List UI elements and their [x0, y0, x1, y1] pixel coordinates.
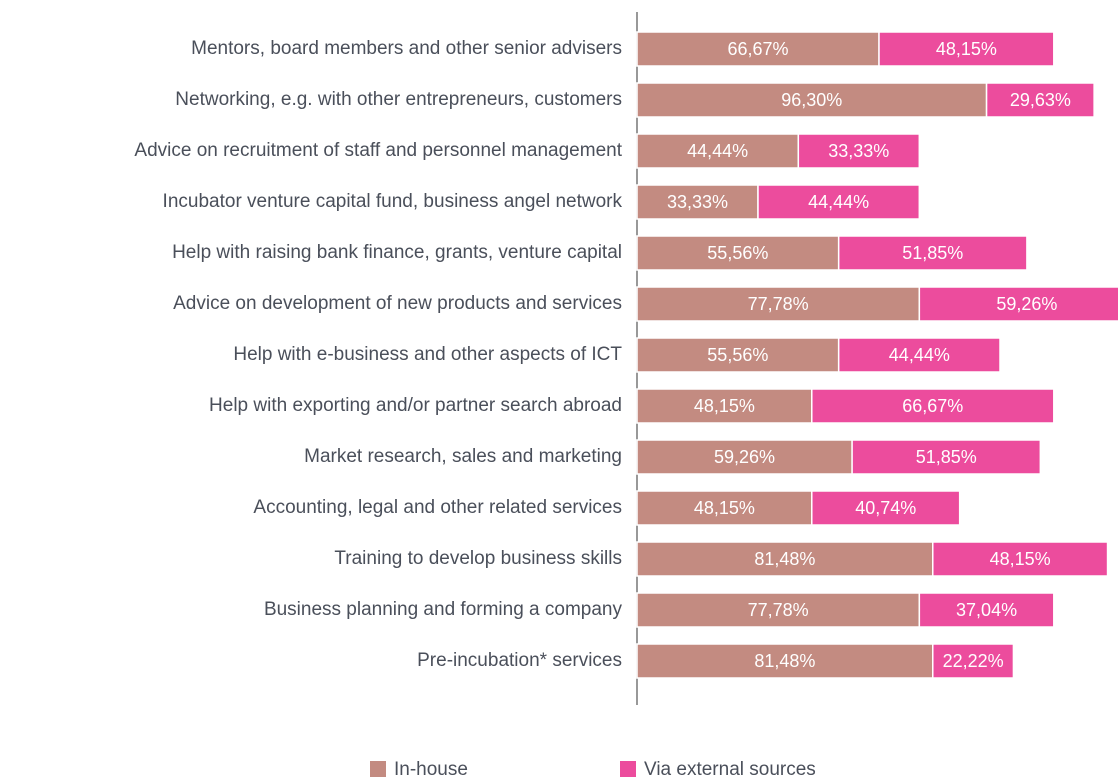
- category-label: Market research, sales and marketing: [304, 446, 622, 467]
- bar-segment: [932, 541, 1109, 577]
- value-label: 40,74%: [855, 498, 916, 518]
- value-label: 48,15%: [694, 498, 755, 518]
- value-label: 59,26%: [714, 447, 775, 467]
- bar-segment: [757, 184, 921, 220]
- value-label: 48,15%: [936, 39, 997, 59]
- legend-label: Via external sources: [644, 759, 816, 779]
- value-label: 44,44%: [687, 141, 748, 161]
- category-label: Mentors, board members and other senior …: [191, 38, 622, 59]
- value-label: 77,78%: [748, 600, 809, 620]
- bar-segment: [918, 592, 1055, 628]
- value-label: 51,85%: [902, 243, 963, 263]
- value-label: 66,67%: [902, 396, 963, 416]
- bar-segment: [837, 337, 1001, 373]
- bar-segment: [636, 235, 840, 271]
- category-label: Advice on recruitment of staff and perso…: [134, 140, 622, 161]
- value-label: 51,85%: [916, 447, 977, 467]
- bar-segment: [985, 82, 1095, 118]
- bar-segment: [837, 235, 1028, 271]
- value-label: 48,15%: [694, 396, 755, 416]
- value-label: 33,33%: [828, 141, 889, 161]
- value-label: 44,44%: [889, 345, 950, 365]
- bar-segment: [811, 490, 961, 526]
- category-label: Networking, e.g. with other entrepreneur…: [175, 89, 622, 110]
- category-label: Incubator venture capital fund, business…: [163, 191, 623, 212]
- bar-segment: [932, 643, 1015, 679]
- bar-segment: [636, 541, 934, 577]
- bar-segment: [918, 286, 1118, 322]
- value-label: 29,63%: [1010, 90, 1071, 110]
- bar-segment: [878, 31, 1055, 67]
- bar-segment: [851, 439, 1042, 475]
- category-label: Help with e-business and other aspects o…: [233, 344, 622, 365]
- bar-segment: [811, 388, 1055, 424]
- value-label: 96,30%: [781, 90, 842, 110]
- legend-label: In-house: [394, 759, 468, 779]
- legend-swatch: [370, 761, 386, 777]
- value-label: 55,56%: [707, 345, 768, 365]
- bar-segment: [797, 133, 921, 169]
- bar-segment: [636, 82, 988, 118]
- value-label: 22,22%: [943, 651, 1004, 671]
- category-label: Training to develop business skills: [334, 548, 622, 569]
- value-label: 77,78%: [748, 294, 809, 314]
- value-label: 81,48%: [754, 549, 815, 569]
- category-label: Help with raising bank finance, grants, …: [172, 242, 622, 263]
- category-label: Advice on development of new products an…: [173, 293, 622, 314]
- category-label: Accounting, legal and other related serv…: [253, 497, 622, 518]
- category-label: Pre-incubation* services: [417, 650, 622, 671]
- value-label: 59,26%: [996, 294, 1057, 314]
- category-label: Business planning and forming a company: [264, 599, 623, 620]
- value-label: 48,15%: [990, 549, 1051, 569]
- bar-segment: [636, 490, 813, 526]
- bar-segment: [636, 643, 934, 679]
- value-label: 55,56%: [707, 243, 768, 263]
- value-label: 44,44%: [808, 192, 869, 212]
- legend-swatch: [620, 761, 636, 777]
- value-label: 66,67%: [727, 39, 788, 59]
- value-label: 33,33%: [667, 192, 728, 212]
- bar-segment: [636, 439, 853, 475]
- value-label: 37,04%: [956, 600, 1017, 620]
- category-label: Help with exporting and/or partner searc…: [209, 395, 622, 416]
- bar-segment: [636, 592, 921, 628]
- bar-segment: [636, 286, 921, 322]
- value-label: 81,48%: [754, 651, 815, 671]
